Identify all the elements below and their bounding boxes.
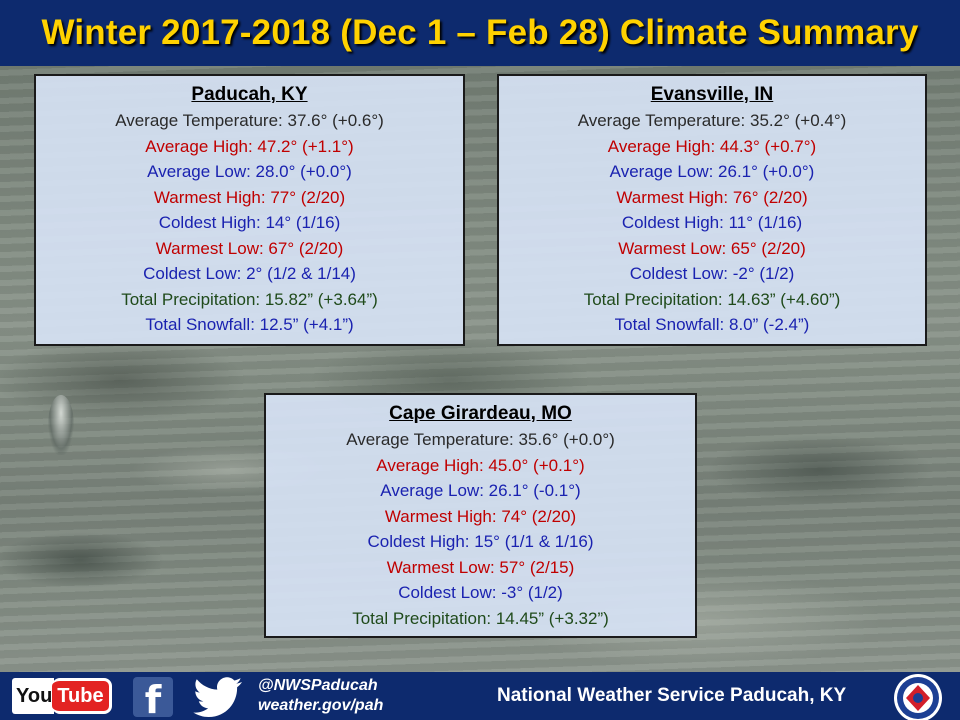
page-title: Winter 2017-2018 (Dec 1 – Feb 28) Climat… <box>41 13 919 52</box>
stat-average-low: Average Low: 26.1° (-0.1°) <box>380 481 581 500</box>
youtube-tube-text: Tube <box>52 678 112 714</box>
stat-warmest-high: Warmest High: 77° (2/20) <box>153 187 346 207</box>
nws-logo <box>894 674 942 720</box>
stat-total-precipitation: Total Precipitation: 15.82” (+3.64”) <box>121 289 378 309</box>
location-title: Cape Girardeau, MO <box>389 403 572 424</box>
stat-average-high: Average High: 44.3° (+0.7°) <box>607 136 817 156</box>
stat-coldest-low: Coldest Low: 2° (1/2 & 1/14) <box>143 264 356 283</box>
location-title: Evansville, IN <box>650 84 774 105</box>
summary-box-cape-girardeau: Cape Girardeau, MO Average Temperature: … <box>264 393 697 638</box>
stat-coldest-low: Coldest Low: -2° (1/2) <box>629 264 795 283</box>
stat-average-high: Average High: 47.2° (+1.1°) <box>145 136 354 156</box>
stat-total-precipitation: Total Precipitation: 14.45” (+3.32”) <box>352 608 609 628</box>
raindrop-splash <box>48 395 74 455</box>
stat-coldest-high: Coldest High: 15° (1/1 & 1/16) <box>367 532 594 551</box>
stat-warmest-low: Warmest Low: 65° (2/20) <box>618 238 806 258</box>
stat-average-temperature: Average Temperature: 37.6° (+0.6°) <box>115 111 384 130</box>
stat-warmest-high: Warmest High: 74° (2/20) <box>384 506 577 526</box>
summary-box-paducah: Paducah, KY Average Temperature: 37.6° (… <box>34 74 465 346</box>
website-link[interactable]: weather.gov/pah <box>258 697 384 714</box>
stat-coldest-high: Coldest High: 14° (1/16) <box>158 213 341 232</box>
stat-average-low: Average Low: 28.0° (+0.0°) <box>147 162 352 181</box>
header-bar: Winter 2017-2018 (Dec 1 – Feb 28) Climat… <box>0 0 960 66</box>
youtube-you-text: You <box>12 678 55 714</box>
twitter-handle[interactable]: @NWSPaducah <box>258 677 378 694</box>
stat-total-precipitation: Total Precipitation: 14.63” (+4.60”) <box>583 289 841 309</box>
summary-box-evansville: Evansville, IN Average Temperature: 35.2… <box>497 74 927 346</box>
stat-coldest-low: Coldest Low: -3° (1/2) <box>398 583 563 602</box>
stat-average-high: Average High: 45.0° (+0.1°) <box>376 455 585 475</box>
stat-warmest-low: Warmest Low: 57° (2/15) <box>386 557 575 577</box>
social-handles: @NWSPaducah weather.gov/pah <box>258 676 383 716</box>
stat-total-snowfall: Total Snowfall: 8.0” (-2.4”) <box>614 315 810 334</box>
stat-average-temperature: Average Temperature: 35.2° (+0.4°) <box>577 111 847 130</box>
stat-coldest-high: Coldest High: 11° (1/16) <box>621 213 803 232</box>
twitter-icon[interactable] <box>192 677 244 717</box>
facebook-icon[interactable]: f <box>133 677 173 717</box>
office-name: National Weather Service Paducah, KY <box>497 685 847 706</box>
stat-warmest-high: Warmest High: 76° (2/20) <box>616 187 808 207</box>
stat-average-temperature: Average Temperature: 35.6° (+0.0°) <box>346 430 615 449</box>
location-title: Paducah, KY <box>191 84 308 105</box>
stat-average-low: Average Low: 26.1° (+0.0°) <box>609 162 815 181</box>
stat-total-snowfall: Total Snowfall: 12.5” (+4.1”) <box>145 315 354 334</box>
youtube-icon[interactable]: You Tube <box>12 677 112 715</box>
stat-warmest-low: Warmest Low: 67° (2/20) <box>155 238 344 258</box>
